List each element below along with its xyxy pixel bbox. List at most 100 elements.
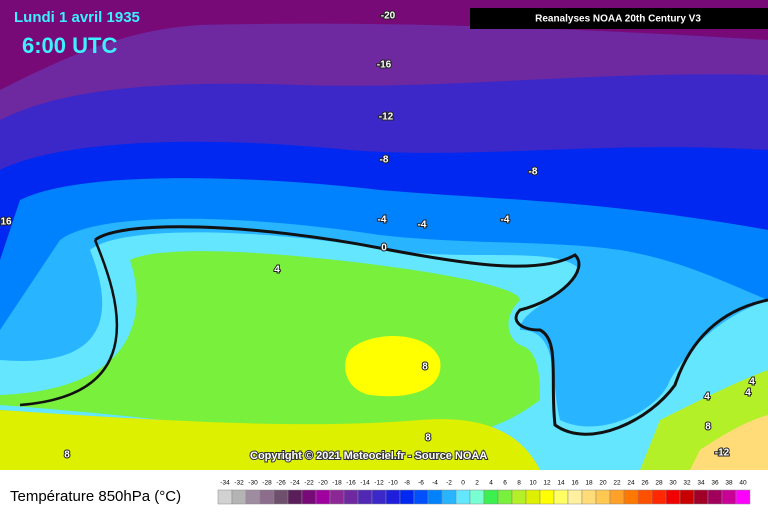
map: Reanalyses NOAA 20th Century V3 Lundi 1 … <box>0 0 768 470</box>
colorbar: -34 -32 -30 -28 -26 -24 -22 -20 -18 -16 -14 -12 -10-… <box>217 480 751 505</box>
color-swatch <box>371 489 387 505</box>
time: 6:00 UTC <box>22 33 117 58</box>
legend-label: -12 <box>374 480 384 487</box>
legend-label: -16 <box>346 480 356 487</box>
legend-label: 10 <box>529 480 537 487</box>
contour-label: -8 <box>380 155 389 166</box>
contour-label: -16 <box>377 60 392 71</box>
color-swatch <box>301 489 317 505</box>
color-swatch <box>665 489 681 505</box>
color-swatch <box>693 489 709 505</box>
legend-label: -26 <box>276 480 286 487</box>
color-swatch <box>399 489 415 505</box>
color-swatch <box>455 489 471 505</box>
color-swatch <box>497 489 513 505</box>
contour-label: 8 <box>422 362 428 373</box>
color-swatch <box>231 489 247 505</box>
color-swatch <box>287 489 303 505</box>
color-swatch <box>413 489 429 505</box>
color-swatch <box>273 489 289 505</box>
legend-label: 22 <box>613 480 621 487</box>
contour-label: -4 <box>378 215 387 226</box>
legend-label: -4 <box>432 480 438 487</box>
legend-label: 20 <box>599 480 607 487</box>
color-swatch <box>329 489 345 505</box>
color-swatch <box>385 489 401 505</box>
legend-label: 30 <box>669 480 677 487</box>
contour-label: 8 <box>705 422 711 433</box>
legend-label: -22 <box>304 480 314 487</box>
color-swatch <box>525 489 541 505</box>
color-swatch <box>553 489 569 505</box>
color-swatch <box>217 489 233 505</box>
legend-label: 16 <box>571 480 579 487</box>
zero-isotherm-west <box>19 239 119 407</box>
legend-label: -34 <box>220 480 230 487</box>
color-swatch <box>427 489 443 505</box>
legend-label: 38 <box>725 480 733 487</box>
legend-label: 2 <box>475 480 479 487</box>
source-box <box>470 8 768 29</box>
color-swatch <box>609 489 625 505</box>
legend-title: Température 850hPa (°C) <box>10 488 181 505</box>
color-swatch <box>637 489 653 505</box>
color-swatch <box>357 489 373 505</box>
contour-label: 4 <box>704 392 710 403</box>
legend-label: 40 <box>739 480 747 487</box>
legend-label: -30 <box>248 480 258 487</box>
band-8 <box>0 410 540 470</box>
color-swatch <box>259 489 275 505</box>
color-swatch <box>315 489 331 505</box>
copyright: Copyright © 2021 Meteociel.fr - Source N… <box>250 450 487 462</box>
contour-label: -12 <box>715 448 730 459</box>
legend-label: 36 <box>711 480 719 487</box>
color-swatch <box>721 489 737 505</box>
legend-label: -28 <box>262 480 272 487</box>
contour-label: 4 <box>749 377 755 388</box>
color-swatch <box>511 489 527 505</box>
contour-label: -12 <box>379 112 394 123</box>
legend-label: -20 <box>318 480 328 487</box>
zero-isotherm <box>94 225 768 436</box>
legend-label: 8 <box>517 480 521 487</box>
contour-label: -4 <box>418 220 427 231</box>
legend-label: 34 <box>697 480 705 487</box>
legend-label: 6 <box>503 480 507 487</box>
legend-label: -8 <box>404 480 410 487</box>
date: Lundi 1 avril 1935 <box>14 9 140 26</box>
color-swatch <box>735 489 751 505</box>
legend-label: 18 <box>585 480 593 487</box>
legend-label: 32 <box>683 480 691 487</box>
color-swatch <box>539 489 555 505</box>
warm-southeast <box>690 415 768 470</box>
legend-label: -6 <box>418 480 424 487</box>
legend-label: 24 <box>627 480 635 487</box>
color-swatch <box>567 489 583 505</box>
color-swatch <box>679 489 695 505</box>
legend-label: 28 <box>655 480 663 487</box>
legend-label: -18 <box>332 480 342 487</box>
legend-label: 12 <box>543 480 551 487</box>
contour-label: 8 <box>64 450 70 461</box>
legend-label: -32 <box>234 480 244 487</box>
contour-label: 16 <box>0 217 12 228</box>
color-swatch <box>469 489 485 505</box>
color-swatch <box>623 489 639 505</box>
legend-label: 0 <box>461 480 465 487</box>
contour-label: -8 <box>529 167 538 178</box>
legend-label: -10 <box>388 480 398 487</box>
legend-label: -2 <box>446 480 452 487</box>
contour-label: 0 <box>381 243 387 254</box>
contour-label: 8 <box>425 433 431 444</box>
color-swatch <box>581 489 597 505</box>
color-swatch <box>707 489 723 505</box>
contour-label: 4 <box>745 388 751 399</box>
contour-label: -20 <box>381 11 396 22</box>
color-swatch <box>595 489 611 505</box>
legend-label: 4 <box>489 480 493 487</box>
source-text: Reanalyses NOAA 20th Century V3 <box>535 14 701 25</box>
legend-label: 26 <box>641 480 649 487</box>
legend-label: -14 <box>360 480 370 487</box>
